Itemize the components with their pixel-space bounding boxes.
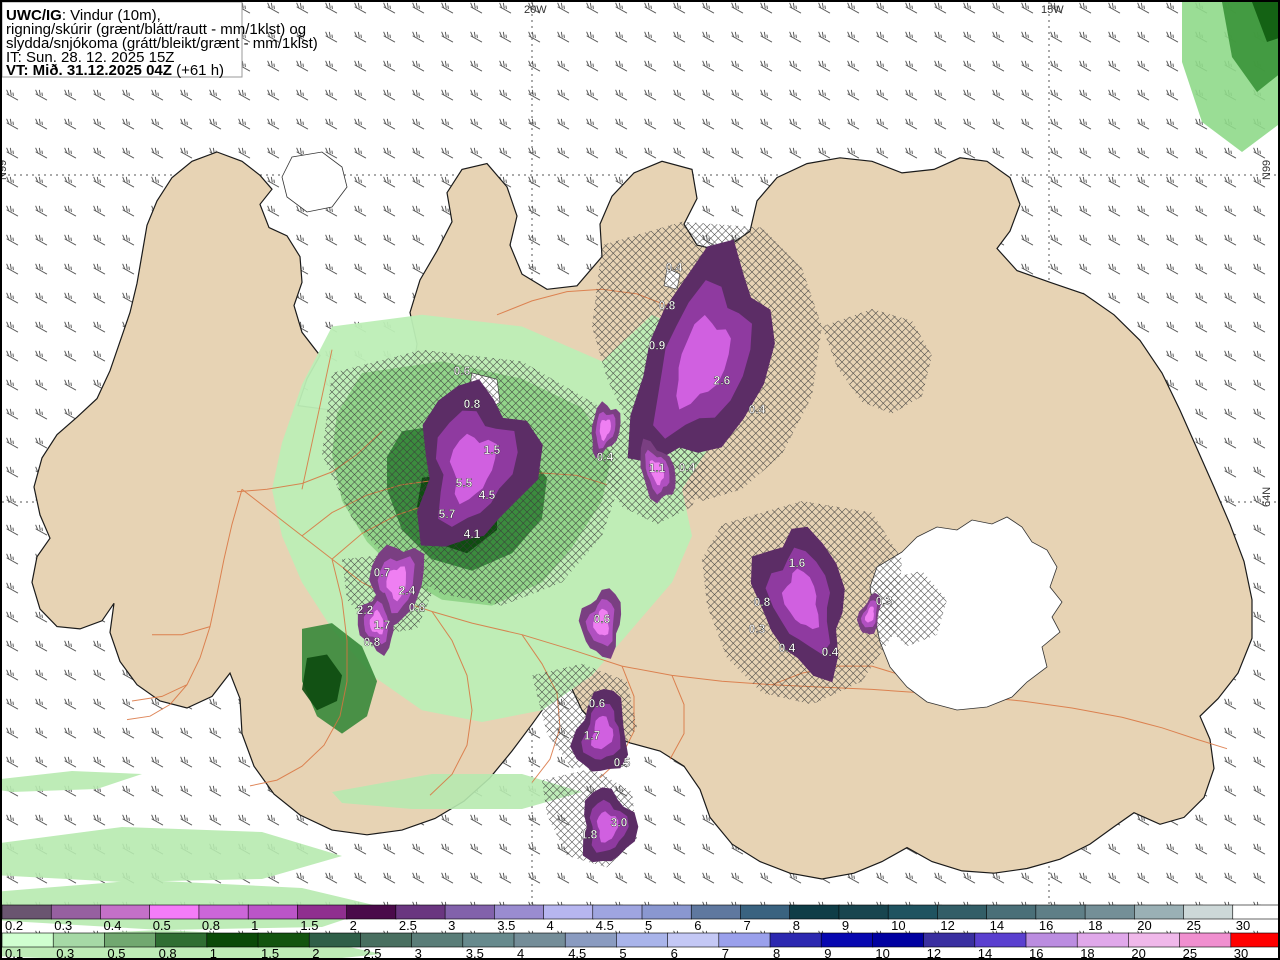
svg-text:10: 10: [875, 946, 889, 960]
svg-text:5: 5: [619, 946, 626, 960]
svg-text:25: 25: [1183, 946, 1197, 960]
svg-text:16: 16: [1029, 946, 1043, 960]
svg-text:1.1: 1.1: [649, 461, 666, 475]
svg-text:3.0: 3.0: [611, 816, 628, 830]
svg-text:4.1: 4.1: [464, 527, 481, 541]
svg-text:10: 10: [891, 918, 905, 933]
svg-text:20W: 20W: [524, 4, 547, 16]
svg-text:0.6: 0.6: [589, 697, 606, 711]
svg-text:30: 30: [1236, 918, 1250, 933]
svg-text:0.4: 0.4: [749, 402, 766, 416]
svg-text:0.4: 0.4: [103, 918, 121, 933]
svg-text:1.8: 1.8: [581, 828, 598, 842]
svg-text:30: 30: [1234, 946, 1248, 960]
svg-text:1.5: 1.5: [300, 918, 318, 933]
svg-text:20: 20: [1131, 946, 1145, 960]
svg-text:3: 3: [448, 918, 455, 933]
svg-text:N99: N99: [2, 160, 9, 180]
svg-text:2.4: 2.4: [399, 583, 416, 597]
svg-text:3.5: 3.5: [497, 918, 515, 933]
svg-text:0.3: 0.3: [876, 594, 893, 608]
svg-text:5: 5: [645, 918, 652, 933]
svg-text:VT: Mið. 31.12.2025 04Z (+61 h: VT: Mið. 31.12.2025 04Z (+61 h): [6, 62, 224, 79]
svg-text:0.8: 0.8: [464, 397, 481, 411]
svg-text:4: 4: [517, 946, 524, 960]
svg-text:18: 18: [1080, 946, 1094, 960]
svg-text:0.8: 0.8: [754, 595, 771, 609]
svg-text:0.2: 0.2: [5, 918, 23, 933]
svg-text:1.6: 1.6: [789, 556, 806, 570]
svg-text:0.8: 0.8: [364, 635, 381, 649]
svg-text:14: 14: [978, 946, 992, 960]
svg-text:15W: 15W: [1041, 4, 1064, 16]
svg-text:18: 18: [1088, 918, 1102, 933]
svg-text:0.5: 0.5: [153, 918, 171, 933]
svg-text:0.5: 0.5: [107, 946, 125, 960]
svg-text:0.4: 0.4: [822, 645, 839, 659]
svg-text:5.7: 5.7: [439, 507, 456, 521]
svg-text:1.7: 1.7: [584, 729, 601, 743]
svg-text:1.5: 1.5: [484, 443, 501, 457]
svg-text:0.7: 0.7: [374, 565, 391, 579]
svg-text:16: 16: [1039, 918, 1053, 933]
svg-text:2.2: 2.2: [357, 603, 374, 617]
svg-text:9: 9: [842, 918, 849, 933]
svg-text:6: 6: [694, 918, 701, 933]
svg-text:0.8: 0.8: [202, 918, 220, 933]
svg-text:0.6: 0.6: [594, 612, 611, 626]
svg-text:0.8: 0.8: [159, 946, 177, 960]
svg-text:64N: 64N: [1261, 487, 1273, 507]
svg-text:8: 8: [793, 918, 800, 933]
svg-text:1: 1: [251, 918, 258, 933]
svg-text:0.9: 0.9: [649, 338, 666, 352]
svg-text:2: 2: [350, 918, 357, 933]
svg-text:N99: N99: [1261, 160, 1273, 180]
svg-text:3: 3: [415, 946, 422, 960]
svg-text:3.5: 3.5: [466, 946, 484, 960]
svg-text:4.5: 4.5: [568, 946, 586, 960]
svg-text:0.3: 0.3: [749, 622, 766, 636]
svg-text:0.4: 0.4: [779, 641, 796, 655]
svg-text:2.5: 2.5: [363, 946, 381, 960]
svg-text:9: 9: [824, 946, 831, 960]
svg-text:0.3: 0.3: [54, 918, 72, 933]
svg-text:4: 4: [547, 918, 554, 933]
svg-text:8: 8: [773, 946, 780, 960]
svg-text:0.6: 0.6: [454, 364, 471, 378]
svg-text:0.8: 0.8: [659, 298, 676, 312]
svg-text:14: 14: [990, 918, 1004, 933]
svg-text:0.1: 0.1: [5, 946, 23, 960]
svg-text:2.5: 2.5: [399, 918, 417, 933]
svg-text:12: 12: [927, 946, 941, 960]
svg-text:0.6: 0.6: [409, 600, 426, 614]
svg-text:0.4: 0.4: [597, 450, 614, 464]
svg-text:5.5: 5.5: [456, 476, 473, 490]
svg-text:12: 12: [940, 918, 954, 933]
svg-text:7: 7: [743, 918, 750, 933]
svg-text:1.7: 1.7: [374, 618, 391, 632]
svg-text:4.5: 4.5: [596, 918, 614, 933]
svg-text:0.4: 0.4: [666, 260, 683, 274]
svg-text:25: 25: [1187, 918, 1201, 933]
svg-text:0.3: 0.3: [56, 946, 74, 960]
svg-text:0.4: 0.4: [679, 460, 696, 474]
svg-text:4.5: 4.5: [479, 488, 496, 502]
svg-text:6: 6: [671, 946, 678, 960]
svg-text:1.5: 1.5: [261, 946, 279, 960]
svg-text:2: 2: [312, 946, 319, 960]
svg-text:7: 7: [722, 946, 729, 960]
svg-text:20: 20: [1137, 918, 1151, 933]
svg-text:1: 1: [210, 946, 217, 960]
svg-text:0.5: 0.5: [614, 756, 631, 770]
svg-text:2.6: 2.6: [714, 373, 731, 387]
